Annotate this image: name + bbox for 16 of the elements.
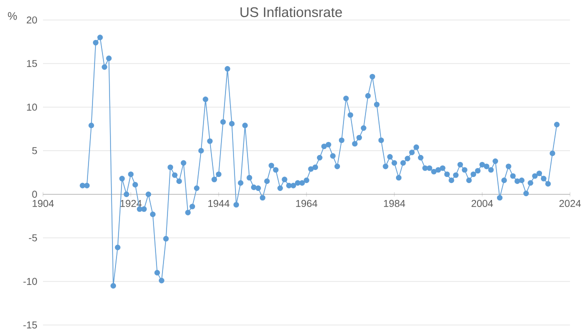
x-tick-label: 1964 bbox=[296, 200, 318, 207]
y-tick-label: 10 bbox=[27, 104, 37, 111]
y-tick-label: 20 bbox=[26, 16, 37, 24]
y-tick-label: -15 bbox=[23, 322, 37, 328]
x-tick-label: 2024 bbox=[559, 200, 581, 207]
x-tick-label: 1904 bbox=[32, 200, 54, 207]
x-tick-label: 1944 bbox=[208, 200, 230, 207]
y-tick-label: -5 bbox=[28, 234, 37, 242]
y-tick-label: 0 bbox=[32, 190, 37, 198]
chart-title: US Inflationsrate bbox=[240, 6, 342, 18]
y-tick-label: -10 bbox=[23, 278, 37, 285]
y-tick-label: 15 bbox=[27, 60, 37, 68]
x-tick-label: 2004 bbox=[472, 200, 493, 207]
y-axis-title: % bbox=[8, 12, 17, 20]
y-tick-label: 5 bbox=[32, 147, 37, 154]
x-tick-label: 1984 bbox=[384, 200, 406, 207]
